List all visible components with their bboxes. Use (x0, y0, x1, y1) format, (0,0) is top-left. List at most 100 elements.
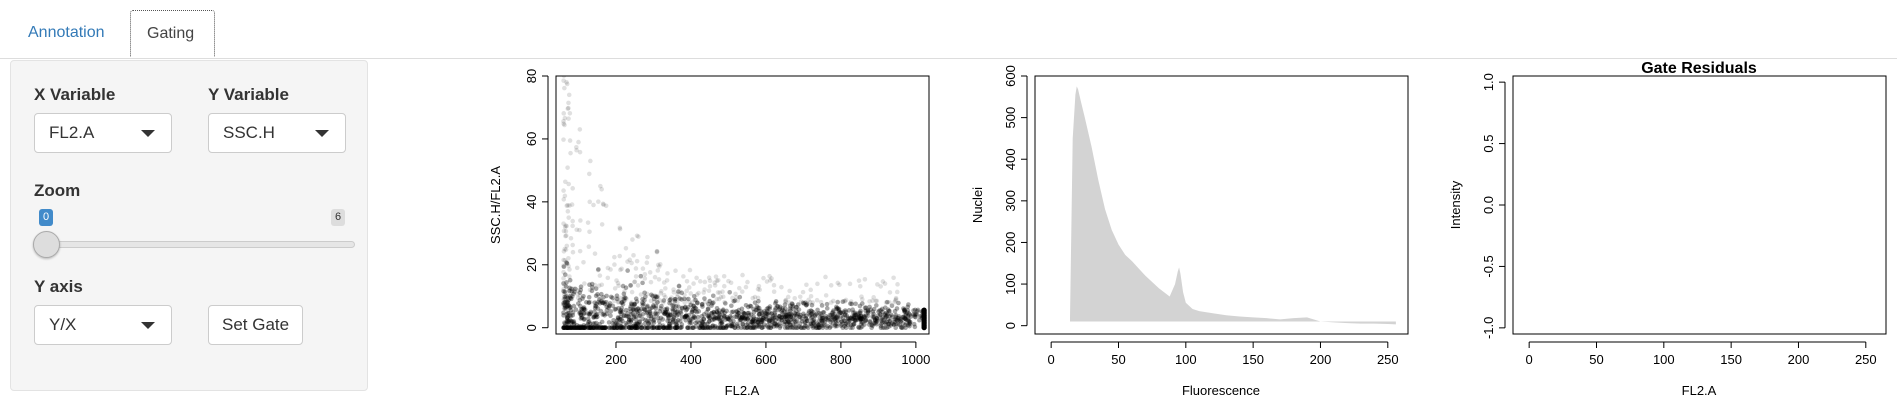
scatter-point (667, 300, 672, 306)
scatter-point (749, 319, 755, 325)
scatter-point (582, 281, 587, 286)
scatter-point (692, 315, 698, 321)
scatter-point (654, 294, 659, 300)
scatter-point (651, 320, 657, 325)
scatter-point (572, 325, 578, 331)
scatter-point (603, 203, 609, 209)
scatter-point (577, 293, 583, 299)
scatter-point (745, 310, 751, 316)
scatter-point (728, 313, 733, 319)
scatter-point (618, 314, 623, 320)
scatter-point (691, 314, 696, 319)
tab-gating[interactable]: Gating (130, 10, 215, 57)
scatter-point (618, 311, 624, 316)
scatter-point (578, 324, 584, 329)
scatter-point (692, 314, 697, 319)
scatter-point (665, 311, 671, 317)
y-axis-select[interactable]: Y/X (34, 305, 172, 345)
scatter-point (895, 282, 900, 287)
scatter-point (609, 325, 614, 331)
scatter-point (661, 325, 667, 331)
scatter-point (592, 251, 598, 256)
scatter-point (596, 294, 602, 299)
scatter-point (742, 325, 748, 331)
scatter-point (628, 283, 633, 288)
scatter-point (769, 319, 775, 324)
scatter-point (787, 325, 793, 331)
scatter-point (709, 317, 715, 323)
scatter-point (777, 313, 782, 319)
scatter-point (678, 309, 683, 314)
scatter-point (567, 295, 573, 301)
scatter-point (656, 325, 661, 331)
scatter-point (565, 202, 571, 208)
scatter-point (744, 314, 749, 319)
y-tick-label: 300 (1003, 190, 1018, 212)
scatter-point (810, 300, 815, 305)
scatter-point (571, 325, 576, 331)
scatter-point (715, 315, 720, 320)
scatter-point (734, 314, 740, 320)
scatter-point (730, 324, 736, 329)
scatter-point (594, 325, 599, 331)
scatter-point (848, 299, 854, 304)
scatter-point (574, 325, 580, 331)
scatter-point (717, 325, 723, 331)
scatter-point (645, 303, 650, 309)
scatter-point (889, 303, 895, 309)
scatter-point (719, 325, 724, 331)
scatter-point (912, 324, 918, 330)
scatter-point (716, 308, 722, 313)
set-gate-button[interactable]: Set Gate (208, 305, 304, 345)
scatter-point (563, 325, 568, 331)
scatter-point (726, 316, 731, 321)
scatter-point (644, 325, 650, 331)
scatter-point (709, 303, 714, 308)
scatter-point (636, 319, 642, 325)
scatter-point (750, 295, 756, 301)
scatter-point (566, 325, 572, 331)
scatter-point (709, 310, 714, 316)
scatter-point (631, 306, 637, 312)
scatter-point (861, 315, 866, 320)
scatter-point (684, 296, 690, 302)
scatter-point (686, 304, 691, 310)
scatter-point (858, 316, 864, 321)
scatter-point (598, 325, 603, 331)
x-variable-select[interactable]: FL2.A (34, 113, 172, 153)
scatter-point (615, 325, 620, 331)
zoom-slider-handle[interactable] (33, 231, 60, 258)
scatter-point (712, 315, 718, 320)
x-tick-label: 200 (1310, 352, 1332, 367)
scatter-point (588, 311, 593, 316)
scatter-point (587, 199, 593, 205)
scatter-point (573, 286, 578, 292)
scatter-point (562, 300, 568, 305)
scatter-point (754, 307, 760, 313)
scatter-point (795, 311, 801, 317)
scatter-point (733, 291, 738, 297)
scatter-point (597, 273, 603, 278)
scatter-point (587, 325, 592, 331)
scatter-point (816, 318, 822, 324)
y-variable-select[interactable]: SSC.H (208, 113, 346, 153)
scatter-point (760, 314, 766, 320)
scatter-point (902, 309, 907, 315)
scatter-point (700, 325, 705, 331)
scatter-point (779, 284, 784, 290)
scatter-point (744, 325, 750, 331)
zoom-slider-track[interactable] (35, 241, 355, 248)
scatter-point (803, 302, 809, 308)
scatter-point (627, 257, 633, 263)
scatter-point (585, 316, 591, 321)
y-tick-label: 0 (1003, 322, 1018, 329)
tab-annotation[interactable]: Annotation (28, 24, 105, 41)
scatter-point (691, 303, 697, 309)
scatter-point (663, 286, 668, 291)
scatter-point (727, 290, 733, 295)
scatter-point (574, 147, 579, 153)
scatter-point (732, 325, 738, 331)
scatter-point (906, 316, 911, 322)
scatter-point (838, 310, 843, 316)
